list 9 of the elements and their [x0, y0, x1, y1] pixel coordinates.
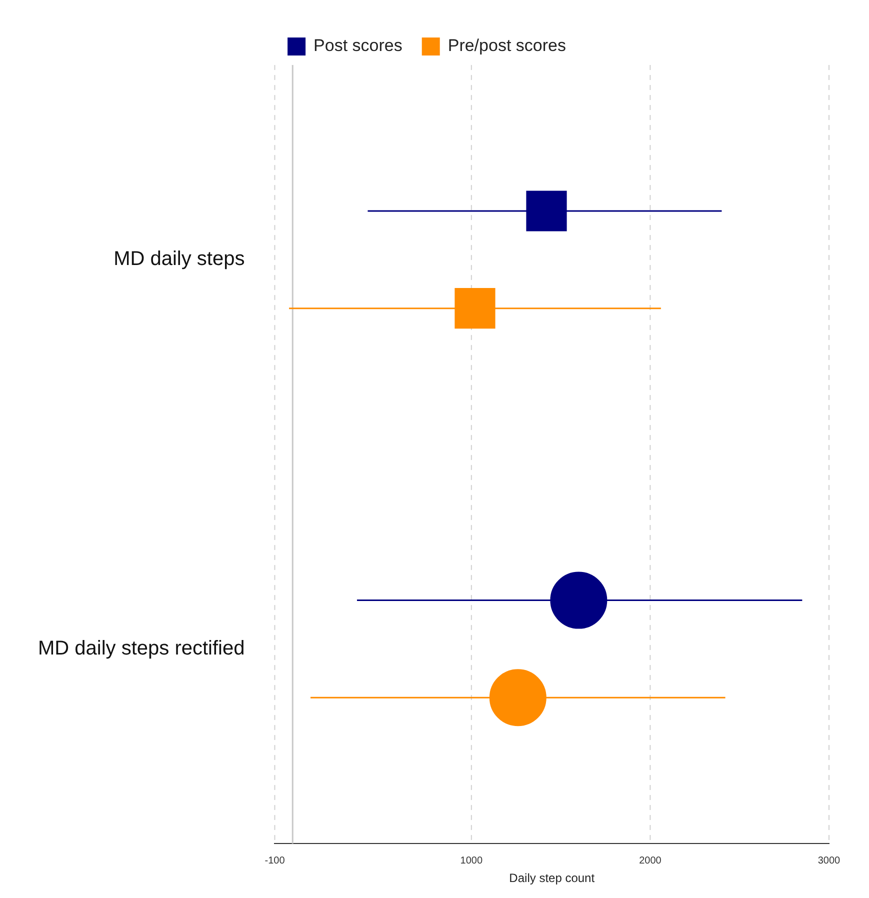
y-tick-label: MD daily steps rectified: [38, 637, 245, 660]
x-tick-label: -100: [264, 855, 286, 866]
x-tick-label: 1000: [460, 855, 483, 866]
x-axis-title: Daily step count: [509, 871, 596, 886]
x-tick-label: 2000: [639, 855, 662, 866]
legend-label: Post scores: [314, 36, 402, 56]
y-tick-label: MD daily steps: [114, 248, 245, 270]
x-tick-label: 3000: [818, 855, 841, 866]
legend-label: Pre/post scores: [448, 36, 566, 56]
